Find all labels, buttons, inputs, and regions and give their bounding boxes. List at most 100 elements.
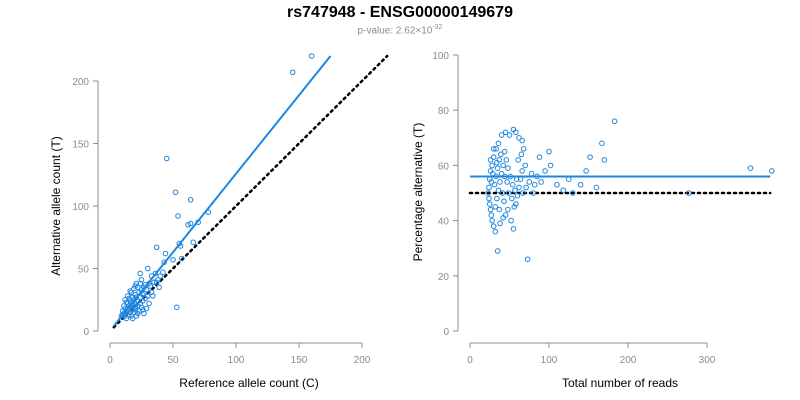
left-data-point: [132, 283, 138, 289]
left-y-tick-label: 200: [72, 77, 89, 88]
left-data-point: [118, 313, 125, 319]
left-data-point: [134, 298, 141, 304]
right-data-point: [488, 212, 495, 218]
left-data-point: [187, 196, 194, 203]
right-data-point: [502, 212, 509, 218]
right-data-point: [500, 162, 506, 169]
right-data-point: [520, 146, 527, 152]
right-data-point: [528, 170, 535, 177]
right-data-point: [747, 165, 754, 171]
left-data-point: [157, 273, 164, 279]
left-data-point: [153, 244, 160, 251]
left-data-point: [289, 69, 296, 76]
left-data-point: [170, 256, 176, 263]
left-data-point: [137, 270, 144, 277]
right-x-tick-label: 300: [699, 355, 716, 366]
right-data-point: [499, 190, 506, 196]
left-data-point: [175, 213, 181, 219]
right-data-point: [494, 165, 501, 171]
right-data-point: [518, 151, 525, 158]
left-reference-line: [112, 54, 389, 329]
right-data-point: [565, 176, 572, 182]
right-data-point: [599, 140, 605, 147]
right-data-point: [489, 217, 495, 224]
right-data-point: [505, 165, 511, 171]
right-data-point: [508, 217, 514, 224]
right-data-point: [601, 157, 608, 163]
right-data-point: [587, 154, 593, 160]
left-data-point: [134, 310, 141, 317]
right-data-point: [593, 184, 600, 191]
left-y-tick-label: 150: [72, 140, 89, 151]
chart-subtitle: p-value: 2.62×10-32: [0, 24, 800, 36]
right-x-tick-label: 0: [467, 355, 473, 366]
left-data-point: [128, 289, 135, 296]
right-data-point: [505, 190, 512, 196]
right-data-point: [498, 151, 504, 158]
right-data-point: [492, 228, 499, 235]
left-data-point: [163, 155, 170, 162]
right-data-point: [506, 132, 513, 138]
right-data-point: [536, 154, 543, 160]
right-data-point: [522, 162, 529, 169]
left-data-point: [146, 300, 152, 307]
right-y-tick-label: 60: [438, 161, 450, 172]
right-data-point: [509, 181, 516, 188]
left-data-point: [308, 53, 315, 59]
left-data-point: [173, 304, 180, 311]
right-y-tick-label: 40: [438, 217, 450, 228]
left-data-point: [145, 265, 151, 272]
left-y-tick-label: 50: [78, 265, 90, 276]
right-y-tick-label: 100: [432, 51, 449, 62]
right-data-point: [494, 159, 500, 166]
left-x-tick-label: 200: [354, 355, 371, 366]
right-data-point: [516, 135, 522, 141]
right-data-point: [515, 157, 521, 163]
right-data-point: [526, 179, 533, 185]
right-x-tick-label: 200: [620, 355, 637, 366]
right-data-point: [583, 168, 589, 174]
right-data-point: [510, 226, 517, 232]
left-data-point: [190, 239, 196, 246]
left-x-tick-label: 0: [107, 355, 113, 366]
left-data-point: [121, 303, 127, 309]
right-data-point: [520, 190, 526, 196]
left-data-point: [162, 250, 169, 257]
p-value-text: p-value: 2.62×10: [357, 25, 433, 37]
left-data-point: [160, 269, 166, 276]
left-y-tick-label: 0: [83, 327, 89, 338]
right-data-point: [486, 201, 493, 207]
left-data-point: [139, 291, 146, 298]
right-data-point: [497, 179, 503, 185]
right-data-point: [501, 148, 508, 155]
left-y-tick-label: 100: [72, 202, 89, 213]
right-data-point: [530, 190, 537, 196]
right-data-point: [768, 168, 775, 174]
right-y-axis-title: Percentage alternative (T): [411, 123, 425, 262]
right-data-point: [487, 206, 494, 213]
left-data-point: [129, 315, 136, 322]
left-x-tick-label: 100: [228, 355, 245, 366]
right-data-point: [491, 181, 498, 188]
chart-title: rs747948 - ENSG00000149679: [287, 4, 513, 21]
right-data-point: [509, 195, 515, 202]
right-data-point: [577, 181, 584, 188]
right-data-point: [495, 187, 502, 194]
right-data-point: [494, 195, 500, 202]
right-x-tick-label: 100: [541, 355, 558, 366]
right-data-point: [538, 179, 544, 185]
right-data-point: [495, 140, 502, 147]
right-data-point: [497, 220, 503, 227]
right-data-point: [490, 223, 497, 229]
right-data-point: [554, 181, 560, 188]
left-data-point: [141, 290, 147, 297]
right-y-tick-label: 0: [443, 327, 449, 338]
right-data-point: [524, 256, 531, 263]
left-data-point: [187, 220, 194, 227]
right-data-point: [486, 184, 492, 191]
right-data-point: [490, 146, 497, 152]
right-data-point: [513, 201, 519, 207]
left-data-point: [148, 289, 155, 296]
right-data-point: [686, 190, 692, 196]
